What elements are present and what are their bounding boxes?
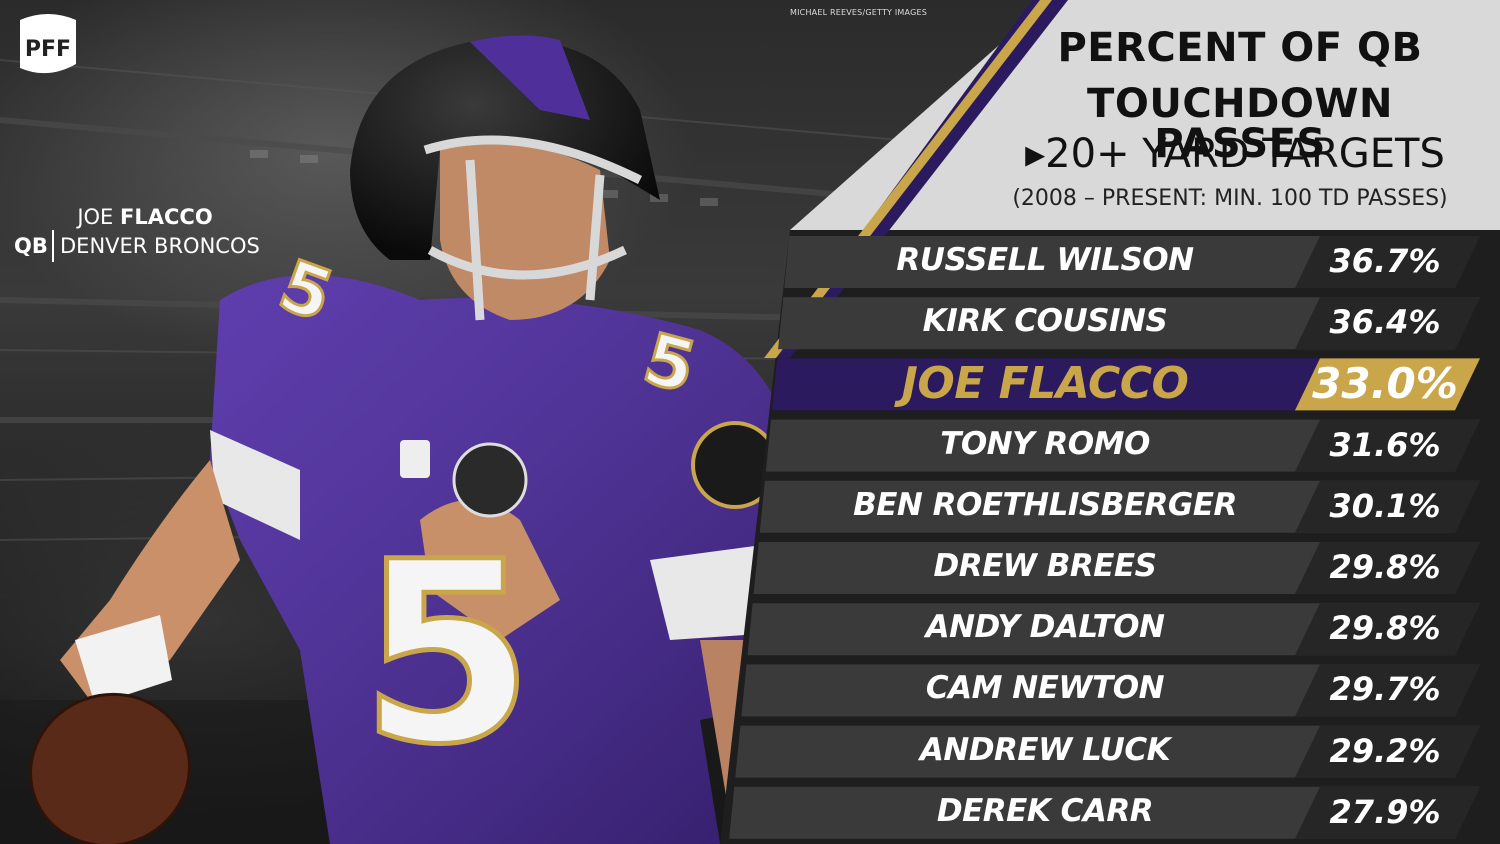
helmet <box>350 38 660 261</box>
player-row-name: BEN ROETHLISBERGER <box>853 486 1237 523</box>
header-background <box>790 0 1500 230</box>
value-box <box>1295 725 1480 778</box>
chart-title-line2: TOUCHDOWN PASSES <box>1087 81 1393 167</box>
player-row-value: 29.7% <box>1329 670 1441 709</box>
player-row-value: 27.9% <box>1329 792 1441 831</box>
player-row-value: 31.6% <box>1329 425 1441 464</box>
jersey-number: 5 <box>360 508 534 799</box>
row-bar <box>729 786 1480 839</box>
row-bar <box>741 664 1480 717</box>
chart-title-line1: PERCENT OF QB <box>1057 25 1423 71</box>
player-row-name: DEREK CARR <box>936 792 1154 829</box>
player-row-name: ANDREW LUCK <box>919 731 1171 768</box>
player-position: QB <box>14 234 48 258</box>
player-row-name: ANDY DALTON <box>925 609 1165 646</box>
photo-credit: MICHAEL REEVES/GETTY IMAGES <box>790 8 928 17</box>
player-row-name: TONY ROMO <box>940 425 1150 462</box>
player-name: JOE FLACCO <box>77 205 213 229</box>
player-row-name: RUSSELL WILSON <box>896 242 1194 278</box>
value-box <box>1295 786 1480 839</box>
player-team: DENVER BRONCOS <box>60 234 260 258</box>
value-box <box>1295 603 1480 656</box>
player-row-value: 29.8% <box>1329 548 1441 586</box>
caption-divider <box>52 230 54 262</box>
player-row-value: 33.0% <box>1312 359 1458 409</box>
value-box <box>1295 419 1480 472</box>
svg-text:PFF: PFF <box>25 37 71 62</box>
chart-subtitle: ▸20+ YARD TARGETS <box>1025 131 1445 177</box>
row-bar <box>747 603 1480 656</box>
value-box <box>1295 664 1480 717</box>
player-row-value: 29.2% <box>1329 731 1441 770</box>
player-row-name: CAM NEWTON <box>925 670 1165 707</box>
player-row-name: DREW BREES <box>933 548 1157 584</box>
player-row-name: KIRK COUSINS <box>922 303 1168 340</box>
player-row-value: 36.7% <box>1329 242 1441 280</box>
value-box <box>1295 297 1480 350</box>
pff-logo: PFF <box>20 14 76 74</box>
player-row-value: 30.1% <box>1329 486 1441 525</box>
player-row-value: 36.4% <box>1329 303 1441 342</box>
player-row-name: JOE FLACCO <box>901 358 1189 410</box>
row-bar <box>753 542 1480 594</box>
player-row-value: 29.8% <box>1329 609 1441 648</box>
row-bar <box>735 725 1480 778</box>
value-box <box>1295 480 1480 533</box>
value-box <box>1295 542 1480 594</box>
value-box <box>1295 236 1480 288</box>
value-box <box>1295 358 1480 411</box>
chart-note: (2008 – PRESENT: MIN. 100 TD PASSES) <box>1012 186 1448 211</box>
row-bar <box>759 480 1480 533</box>
